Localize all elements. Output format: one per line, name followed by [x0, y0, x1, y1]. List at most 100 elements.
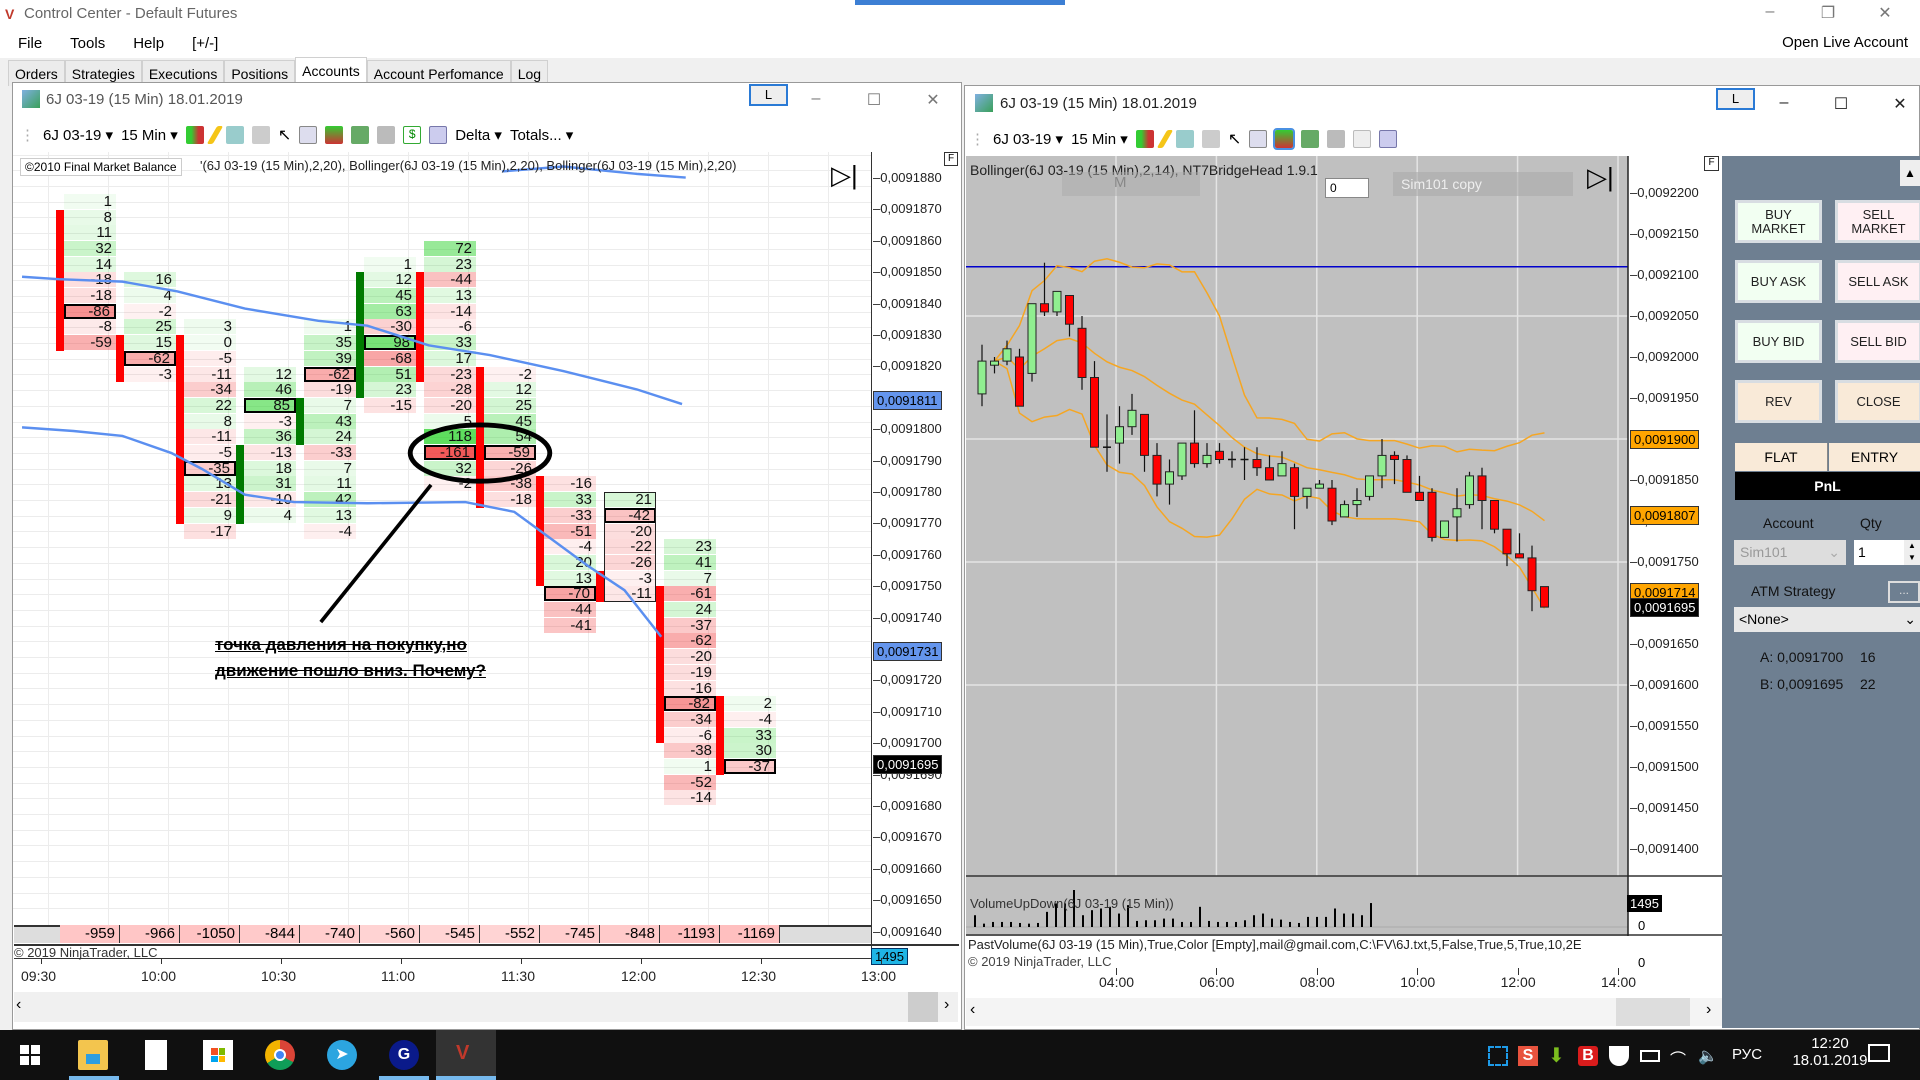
qty-input[interactable]: 0 — [1325, 178, 1369, 198]
right-f-button[interactable]: F — [1704, 156, 1719, 171]
zoom-out-icon[interactable] — [1201, 130, 1220, 148]
right-close-icon[interactable]: ✕ — [1893, 96, 1907, 113]
ninjatrader-taskbar-button[interactable]: V — [436, 1030, 496, 1080]
left-f-button[interactable]: F — [944, 152, 958, 166]
windows-start-icon[interactable] — [15, 1040, 45, 1070]
tab-strategies[interactable]: Strategies — [64, 60, 142, 86]
interval-selector[interactable]: 15 Min ▾ — [1071, 131, 1128, 148]
right-minimize-icon[interactable]: – — [1779, 94, 1789, 111]
menu-file[interactable]: File — [18, 34, 43, 52]
go-to-end-icon[interactable]: ▷| — [831, 160, 858, 190]
tab-executions[interactable]: Executions — [141, 60, 225, 86]
zoom-in-icon[interactable] — [1175, 130, 1194, 148]
atm-options-button[interactable]: ... — [1888, 581, 1920, 603]
scroll-right-icon[interactable]: › — [944, 996, 950, 1013]
properties-icon[interactable] — [429, 126, 448, 144]
order-button-buy-bid[interactable]: BUY BID — [1735, 320, 1822, 363]
scroll-thumb[interactable] — [1616, 998, 1690, 1026]
battery-icon[interactable] — [1640, 1050, 1660, 1062]
atm-strategy-select[interactable]: <None> ⌄ — [1734, 607, 1920, 632]
strategies-icon[interactable] — [325, 126, 344, 144]
qty-stepper[interactable]: ▲ ▼ — [1904, 540, 1920, 565]
instrument-selector[interactable]: 6J 03-19 ▾ — [43, 127, 114, 144]
strategies-icon[interactable] — [1273, 128, 1296, 150]
go-to-end-icon[interactable]: ▷| — [1587, 162, 1614, 192]
menu-help[interactable]: Help — [133, 34, 165, 52]
telegram-icon[interactable]: ➤ — [327, 1040, 357, 1070]
instrument-selector[interactable]: 6J 03-19 ▾ — [993, 131, 1064, 148]
dollar-icon[interactable] — [1353, 130, 1372, 148]
file-explorer-icon[interactable] — [78, 1040, 108, 1070]
chart-style-icon[interactable] — [185, 126, 204, 144]
menu-toggle[interactable]: [+/-] — [192, 34, 219, 52]
minimize-icon[interactable]: – — [1765, 3, 1775, 20]
order-button-rev[interactable]: REV — [1735, 380, 1822, 423]
scroll-thumb[interactable] — [908, 992, 938, 1022]
scroll-left-icon[interactable]: ‹ — [16, 996, 22, 1013]
chart-trader-icon[interactable] — [377, 126, 396, 144]
order-button-sell-bid[interactable]: SELL BID — [1835, 320, 1920, 363]
calculator-icon[interactable] — [145, 1040, 167, 1070]
delta-selector[interactable]: Delta ▾ — [455, 127, 502, 144]
properties-icon[interactable] — [1379, 130, 1398, 148]
snipping-icon[interactable] — [1488, 1046, 1508, 1066]
right-chart-plot[interactable] — [966, 156, 1722, 936]
totals-selector[interactable]: Totals... ▾ — [509, 127, 574, 144]
clock[interactable]: 12:20 18.01.2019 — [1790, 1035, 1870, 1069]
menu-tools[interactable]: Tools — [70, 34, 106, 52]
flat-button[interactable]: FLAT — [1735, 443, 1828, 471]
volume-icon[interactable]: 🔈 — [1698, 1048, 1718, 1065]
chart-trader-icon[interactable] — [1327, 130, 1346, 148]
tab-log[interactable]: Log — [510, 60, 549, 86]
zoom-in-icon[interactable] — [225, 126, 244, 144]
account-copy-box[interactable]: Sim101 copy — [1393, 172, 1573, 196]
account-select[interactable]: Sim101 ⌄ — [1734, 540, 1846, 565]
tab-account-performance[interactable]: Account Perfomance — [366, 60, 511, 86]
pencil-draw-icon[interactable] — [206, 126, 224, 144]
zoom-out-icon[interactable] — [251, 126, 270, 144]
left-l-button[interactable]: L — [749, 84, 788, 106]
notifications-icon[interactable] — [1868, 1044, 1890, 1062]
indicators-icon[interactable] — [351, 126, 370, 144]
defender-icon[interactable] — [1609, 1046, 1629, 1066]
microsoft-store-icon[interactable] — [203, 1040, 233, 1070]
data-box-icon[interactable] — [1249, 130, 1268, 148]
tab-accounts[interactable]: Accounts — [295, 57, 367, 86]
tab-positions[interactable]: Positions — [224, 60, 296, 86]
left-chart-plot[interactable]: 1 8 11 32 14 -18 -18 -86 -8 -59 16 4 -2 25 15 -62 -3 3 0 -5… — [13, 152, 871, 942]
chrome-icon[interactable] — [265, 1040, 295, 1070]
panel-scroll-up-icon[interactable]: ▲ — [1900, 160, 1920, 186]
left-close-icon[interactable]: ✕ — [926, 92, 940, 109]
qty-field[interactable]: 1 — [1854, 540, 1904, 565]
language-indicator[interactable]: РУС — [1732, 1046, 1763, 1063]
order-button-close[interactable]: CLOSE — [1835, 380, 1920, 423]
download-icon[interactable]: ⬇ — [1548, 1045, 1565, 1067]
entry-button[interactable]: ENTRY — [1829, 443, 1920, 471]
indicators-icon[interactable] — [1301, 130, 1320, 148]
wifi-icon[interactable]: ⌒ — [1670, 1052, 1687, 1069]
right-l-button[interactable]: L — [1716, 88, 1755, 110]
data-box-icon[interactable] — [299, 126, 318, 144]
order-button-sell-ask[interactable]: SELL ASK — [1835, 260, 1920, 303]
dollar-icon[interactable]: $ — [403, 126, 422, 144]
pencil-draw-icon[interactable] — [1156, 130, 1174, 148]
right-horizontal-scrollbar[interactable]: ‹ › — [966, 998, 1722, 1026]
restore-icon[interactable]: ❐ — [1820, 5, 1836, 22]
sticky-s-icon[interactable]: S — [1518, 1046, 1538, 1066]
order-button-buy-ask[interactable]: BUY ASK — [1735, 260, 1822, 303]
interval-selector[interactable]: 15 Min ▾ — [121, 127, 178, 144]
scroll-right-icon[interactable]: › — [1706, 1001, 1712, 1018]
chart-style-icon[interactable] — [1135, 130, 1154, 148]
order-button-sell-market[interactable]: SELL MARKET — [1835, 200, 1920, 243]
m-box[interactable]: M — [1062, 172, 1200, 196]
left-horizontal-scrollbar[interactable]: ‹ › — [14, 992, 958, 1022]
order-button-buy-market[interactable]: BUY MARKET — [1735, 200, 1822, 243]
app-g-icon[interactable]: G — [389, 1040, 419, 1070]
tab-orders[interactable]: Orders — [8, 60, 65, 86]
open-live-account-link[interactable]: Open Live Account — [1782, 34, 1908, 51]
left-maximize-icon[interactable]: ☐ — [866, 92, 882, 109]
pointer-icon[interactable]: ↖ — [277, 127, 292, 144]
left-minimize-icon[interactable]: – — [811, 90, 821, 107]
close-icon[interactable]: ✕ — [1878, 5, 1892, 22]
b-app-icon[interactable]: B — [1578, 1046, 1598, 1066]
